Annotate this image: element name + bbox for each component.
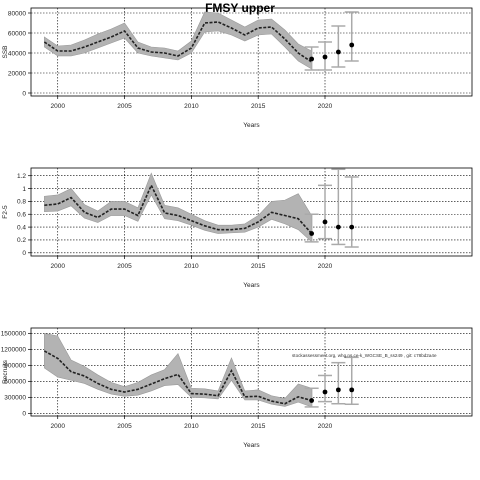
x-axis-label: Years <box>243 122 260 129</box>
y-tick-label: 0 <box>22 90 26 97</box>
y-axis-label: SSB <box>2 45 9 58</box>
y-tick-label: 1500000 <box>1 331 27 338</box>
plot-frame <box>30 7 473 97</box>
ssb-panel: 2000 2005 2010 2015 2020 0 20000 40000 60000 8000… <box>2 7 473 129</box>
x-tick-label: 2015 <box>251 263 266 270</box>
x-tick-label: 2005 <box>117 263 132 270</box>
x-tick-label: 2005 <box>117 423 132 430</box>
forecast-point <box>322 219 328 225</box>
y-tick-label: 60000 <box>8 30 26 37</box>
x-tick-label: 2010 <box>184 263 199 270</box>
forecast-point <box>309 231 315 236</box>
y-axis-label: F2-5 <box>2 205 9 219</box>
y-tick-label: 1 <box>22 186 26 193</box>
y-tick-label: 20000 <box>8 70 26 77</box>
y-tick-label: 1.2 <box>17 173 26 180</box>
x-tick-label: 2015 <box>251 423 266 430</box>
x-tick-label: 2000 <box>50 263 65 270</box>
forecast-point <box>322 389 328 395</box>
forecast-point <box>349 224 355 230</box>
x-tick-label: 2005 <box>117 103 132 110</box>
plot-frame <box>30 327 473 417</box>
confidence-band <box>44 332 312 408</box>
plot-frame <box>30 167 473 257</box>
confidence-band <box>44 11 312 70</box>
y-tick-label: 0 <box>22 250 26 257</box>
x-tick-label: 2015 <box>251 103 266 110</box>
stockassessment-note: stockassessment.org, whg.ns.ce-k_WGCSE_B… <box>292 353 437 358</box>
recruitment-panel: 2000 2005 2010 2015 2020 0 300000 600000 900000 1… <box>1 327 473 449</box>
forecast-point <box>349 42 355 48</box>
forecast-point <box>335 387 341 393</box>
forecast-point <box>349 387 355 393</box>
x-tick-label: 2000 <box>50 423 65 430</box>
confidence-band <box>44 172 312 243</box>
x-tick-label: 2010 <box>184 423 199 430</box>
forecast-point <box>335 224 341 230</box>
y-tick-label: 900000 <box>4 363 26 370</box>
x-axis-label: Years <box>243 282 260 289</box>
x-tick-label: 2010 <box>184 103 199 110</box>
x-axis-label: Years <box>243 442 260 449</box>
y-tick-label: 0.8 <box>17 199 26 206</box>
y-tick-label: 600000 <box>4 379 26 386</box>
y-tick-label: 0.4 <box>17 224 26 231</box>
x-tick-label: 2020 <box>318 423 333 430</box>
y-tick-label: 300000 <box>4 395 26 402</box>
y-tick-label: 1200000 <box>1 347 27 354</box>
x-tick-label: 2020 <box>318 103 333 110</box>
y-tick-label: 0 <box>22 411 26 418</box>
x-tick-label: 2000 <box>50 103 65 110</box>
forecast-point <box>335 49 341 55</box>
y-tick-label: 40000 <box>8 50 26 57</box>
y-tick-label: 0.2 <box>17 237 26 244</box>
y-axis-label: Recruits <box>2 359 9 384</box>
y-tick-label: 80000 <box>8 10 26 17</box>
estimate-line <box>43 21 313 63</box>
forecast-point <box>309 56 315 62</box>
forecast-point <box>309 398 315 403</box>
x-tick-label: 2020 <box>318 263 333 270</box>
y-tick-label: 0.6 <box>17 212 26 219</box>
estimate-line <box>43 350 312 405</box>
forecast-point <box>322 54 328 60</box>
fbar-panel: 2000 2005 2010 2015 2020 0 0.2 0.4 0.6 0.8 1 1.2 Yea… <box>2 167 473 289</box>
